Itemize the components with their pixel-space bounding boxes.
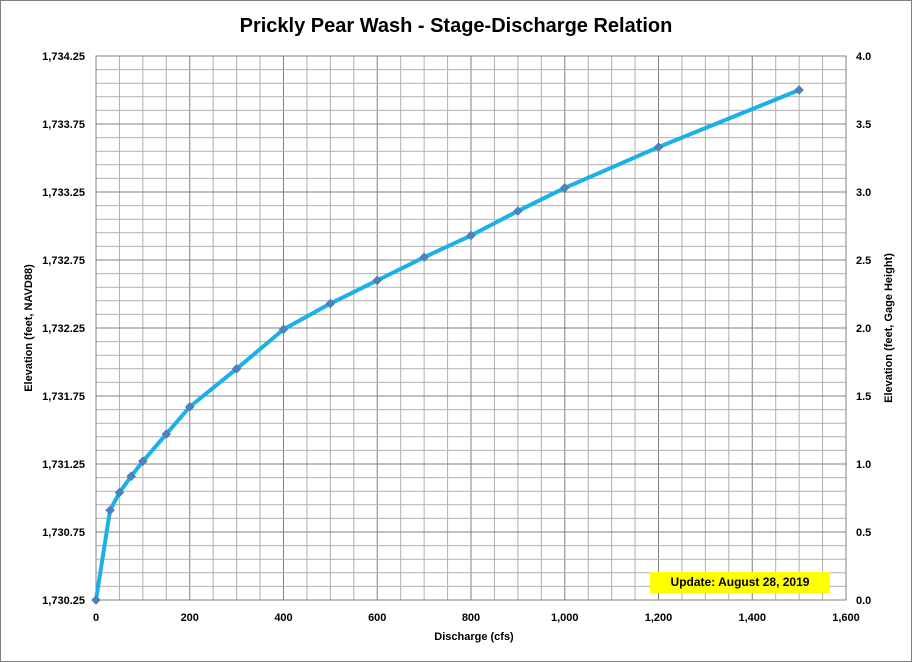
data-point-marker	[126, 471, 137, 482]
y-right-tick-label: 0.0	[856, 595, 871, 607]
data-point-marker	[653, 142, 664, 152]
y-right-tick-label: 1.0	[856, 459, 871, 471]
data-point-marker	[184, 402, 195, 412]
data-point-marker	[105, 505, 115, 516]
data-point-marker	[91, 595, 101, 605]
x-tick-label: 0	[93, 612, 99, 624]
data-point-marker	[161, 429, 172, 439]
x-axis-label: Discharge (cfs)	[434, 631, 514, 643]
x-tick-label: 200	[181, 612, 199, 624]
data-point-marker	[466, 230, 476, 241]
y-left-tick-label: 1,730.25	[42, 595, 85, 607]
data-point-marker	[419, 252, 429, 263]
x-tick-label: 1,200	[645, 612, 673, 624]
y-left-tick-label: 1,730.75	[42, 527, 85, 539]
y-right-tick-labels: 0.0 0.5 1.0 1.5 2.0 2.5 3.0 3.5 4.0	[856, 51, 871, 607]
data-point-marker	[278, 324, 289, 335]
data-point-marker	[325, 298, 336, 309]
data-point-marker	[513, 206, 523, 216]
x-tick-label: 1,600	[832, 612, 860, 624]
chart-title: Prickly Pear Wash - Stage-Discharge Rela…	[240, 15, 673, 37]
y-right-tick-label: 3.0	[856, 187, 871, 199]
data-point-marker	[559, 183, 570, 193]
y-right-tick-label: 3.5	[856, 119, 871, 131]
grid-lines	[95, 55, 847, 601]
x-tick-label: 600	[368, 612, 386, 624]
plot-area-border	[95, 55, 847, 601]
x-tick-label: 400	[274, 612, 292, 624]
data-point-marker	[138, 456, 148, 467]
data-point-marker	[372, 275, 383, 286]
y-left-tick-label: 1,732.25	[42, 323, 85, 335]
y-left-tick-label: 1,731.25	[42, 459, 85, 471]
y-left-axis-label: Elevation (feet, NAVD88)	[23, 264, 35, 392]
x-tick-label: 800	[462, 612, 480, 624]
y-right-tick-label: 1.5	[856, 391, 871, 403]
x-tick-labels: 0 200 400 600 800 1,000 1,200 1,400 1,600	[93, 612, 860, 624]
x-tick-label: 1,000	[551, 612, 579, 624]
y-right-axis-label: Elevation (feet, Gage Height)	[883, 253, 895, 403]
y-right-tick-label: 4.0	[856, 51, 871, 63]
y-right-tick-label: 2.0	[856, 323, 871, 335]
y-left-tick-label: 1,731.75	[42, 391, 85, 403]
y-left-tick-label: 1,733.25	[42, 187, 85, 199]
y-left-tick-label: 1,733.75	[42, 119, 85, 131]
y-left-tick-labels: 1,730.25 1,730.75 1,731.25 1,731.75 1,732.25…	[42, 51, 85, 607]
series-group	[91, 85, 804, 605]
data-point-marker	[114, 487, 125, 498]
y-right-tick-label: 2.5	[856, 255, 871, 267]
x-tick-label: 1,400	[738, 612, 766, 624]
update-note: Update: August 28, 2019	[650, 572, 830, 593]
y-right-tick-label: 0.5	[856, 527, 871, 539]
data-point-marker	[231, 363, 242, 374]
y-left-tick-label: 1,734.25	[42, 51, 85, 63]
y-left-tick-label: 1,732.75	[42, 255, 85, 267]
data-point-marker	[794, 85, 804, 95]
